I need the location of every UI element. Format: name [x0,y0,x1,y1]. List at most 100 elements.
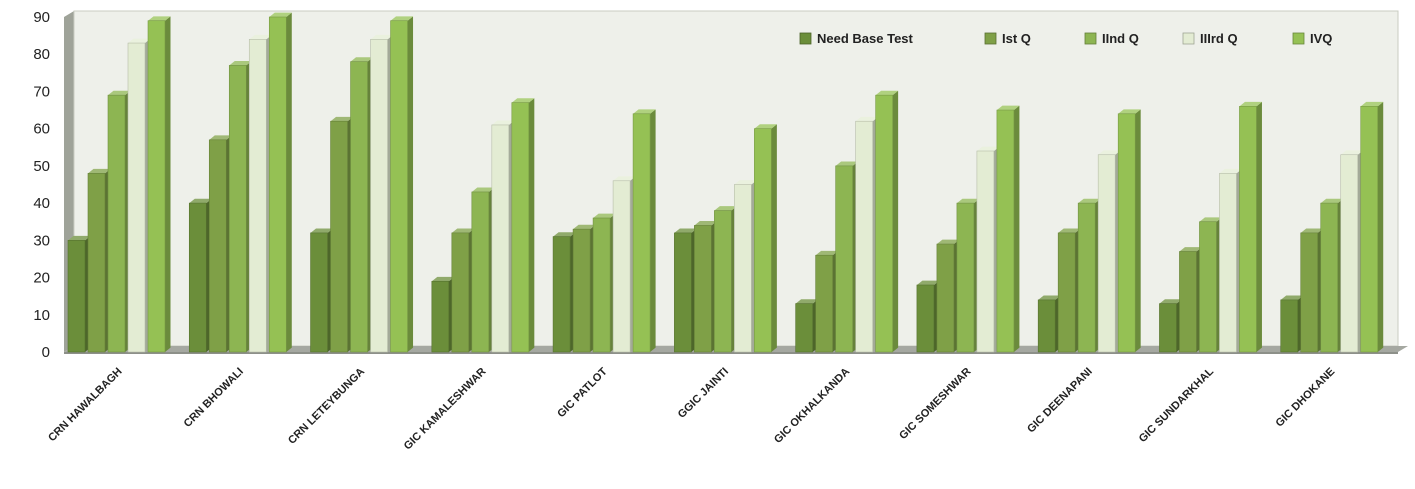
bar-front [714,210,732,353]
bar-side [286,12,292,352]
bar [208,135,232,353]
category-label: GIC OKHALKANDA [772,366,852,446]
bar-front [875,94,893,353]
category-label: CRN HAWALBAGH [46,366,125,445]
bar-front [976,150,995,353]
bar [875,90,899,353]
bar-front [471,191,490,353]
bar-front [208,139,227,353]
bar [511,98,535,353]
bar-front [612,180,631,353]
bar [87,168,111,353]
bar-side [528,98,535,352]
bar-top [714,206,737,211]
bar-top [835,161,859,166]
bar-top [88,168,111,174]
bar [1239,101,1262,353]
category-label: GIC KAMALESHWAR [402,366,489,453]
bar-top [996,105,1020,111]
bar-top [1239,101,1262,107]
legend-label: Ist Q [1002,31,1031,46]
bar [734,180,757,353]
bar-top [573,224,596,230]
y-tick-label: 70 [33,83,50,100]
bar-front [1300,232,1319,353]
bar-front [228,65,247,353]
bar-front [370,39,388,353]
bar-top [370,34,394,40]
bar-top [1179,247,1202,252]
legend-label: IInd Q [1102,31,1139,46]
category-labels: CRN HAWALBAGH CRN BHOWALI CRN LETEYBUNGA GI… [46,365,1337,452]
legend-label: Need Base Test [817,31,914,46]
bar-front [268,16,287,353]
bar-top [553,232,576,237]
bar-top [330,116,354,122]
bar-front [572,228,591,353]
bar [552,232,576,353]
bar-top [1058,228,1081,233]
bar-top [674,228,697,233]
bar-top [451,228,475,233]
bar [491,120,515,353]
category-label: CRN LETEYBUNGA [286,366,367,447]
bar-front [1159,303,1177,353]
bar-front [552,236,571,353]
bar-front [390,20,408,353]
bar-front [1117,113,1136,353]
bar-front [632,113,651,353]
bar-top [1159,299,1182,304]
bar [390,16,414,353]
bar [714,206,737,353]
category-label: CRN BHOWALI [182,366,246,430]
bar-side [771,124,777,353]
bar-top [815,250,839,256]
bar-top [633,109,656,114]
bar-top [128,38,151,44]
legend-item: IIIrd Q [1182,31,1238,46]
bar-top [694,221,717,226]
bar-top [1360,101,1384,107]
bar-side [1256,101,1262,352]
bar-side [1013,105,1020,353]
bar-top [1098,150,1121,155]
bar-top [209,135,232,140]
y-tick-label: 0 [42,344,50,361]
legend-label: IVQ [1310,31,1332,46]
bar-top [229,60,252,66]
category-label: GIC DEENAPANI [1025,366,1095,436]
bar [188,198,212,353]
bar-top [613,176,636,181]
category-label: GIC SUNDARKHAL [1137,365,1217,445]
bar-top [1320,198,1344,204]
bar [1179,247,1202,353]
legend-swatch [799,32,812,45]
bar-top [148,16,171,21]
bar-top [956,198,980,204]
legend-item: IInd Q [1084,31,1139,46]
legend-swatch [1292,32,1305,45]
bar [936,239,960,353]
bar-front [87,173,106,353]
bar [956,198,980,353]
bar-front [1340,154,1359,353]
bar [1199,217,1222,353]
bar [451,228,475,353]
bar-front [734,184,752,353]
bar-side [407,16,414,352]
bar-side [1135,109,1141,352]
bar-front [1057,232,1076,353]
y-tick-label: 20 [33,270,50,287]
bar-front [815,254,833,353]
bar [431,276,455,353]
legend-swatch [1182,32,1195,45]
bar [592,213,616,353]
bar [147,16,171,353]
bar-front [795,303,813,353]
bar-top [310,228,334,233]
bar-top [471,187,495,192]
bar-top [350,57,374,62]
bar [754,124,777,353]
bar [1097,150,1121,353]
